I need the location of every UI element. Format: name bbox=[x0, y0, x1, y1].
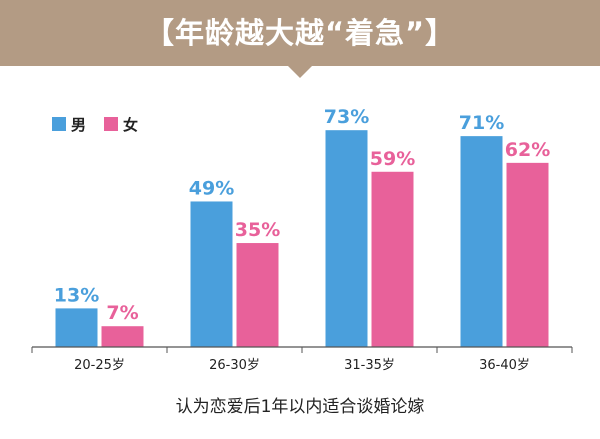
legend-swatch-male bbox=[52, 117, 66, 131]
value-label-female-4: 62% bbox=[505, 139, 550, 161]
bar-male-1 bbox=[55, 308, 98, 347]
value-labels-layer: 13% 7% 49%35% 73%59% 71%62% bbox=[54, 106, 550, 324]
bar-female-2 bbox=[236, 243, 279, 347]
x-tick-label-3: 31-35岁 bbox=[344, 358, 395, 373]
title-banner bbox=[0, 0, 600, 66]
bars-layer bbox=[55, 130, 549, 347]
value-label-male-1: 13% bbox=[54, 284, 99, 306]
value-label-female-3: 59% bbox=[370, 148, 415, 170]
banner-pointer bbox=[288, 66, 312, 78]
x-tick-label-2: 26-30岁 bbox=[209, 358, 260, 373]
legend-swatch-female bbox=[104, 117, 118, 131]
bar-female-1 bbox=[101, 326, 144, 347]
x-axis-ticks bbox=[31, 347, 573, 353]
value-label-male-4: 71% bbox=[459, 112, 504, 134]
value-label-female-1: 7% bbox=[106, 302, 138, 324]
bar-female-4 bbox=[506, 162, 549, 347]
x-axis-tick-labels: 20-25岁 26-30岁 31-35岁 36-40岁 bbox=[74, 358, 530, 373]
bar-male-4 bbox=[460, 136, 503, 347]
bar-male-3 bbox=[325, 130, 368, 347]
bar-female-3 bbox=[371, 171, 414, 347]
value-label-male-2: 49% bbox=[189, 177, 234, 199]
legend: 男女 bbox=[52, 116, 138, 134]
x-tick-label-1: 20-25岁 bbox=[74, 358, 125, 373]
value-label-male-3: 73% bbox=[324, 106, 369, 128]
x-axis-label: 认为恋爱后1年以内适合谈婚论嫁 bbox=[176, 396, 425, 417]
chart-title: 【年龄越大越“着急”】 bbox=[144, 16, 456, 50]
x-tick-label-4: 36-40岁 bbox=[479, 358, 530, 373]
legend-label-female: 女 bbox=[123, 116, 138, 134]
bar-male-2 bbox=[190, 201, 233, 347]
value-label-female-2: 35% bbox=[235, 219, 280, 241]
legend-label-male: 男 bbox=[71, 116, 86, 134]
